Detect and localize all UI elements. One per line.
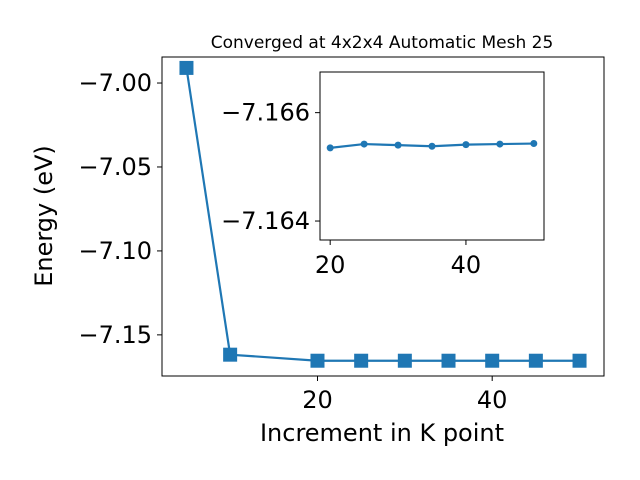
inset-background <box>320 72 544 240</box>
main-data-point <box>528 353 543 368</box>
main-plot-frame <box>161 56 605 377</box>
main-series <box>179 60 587 368</box>
x-axis-label: Increment in K point <box>260 419 504 447</box>
main-x-tick-label: 20 <box>302 386 333 414</box>
main-ticks: 20 40 −7.00 −7.05 −7.10 −7.15 <box>78 69 507 414</box>
main-y-tick-label: −7.10 <box>78 237 152 265</box>
main-data-point <box>179 60 194 75</box>
main-data-point <box>223 347 238 362</box>
main-data-point <box>441 353 456 368</box>
inset-data-point <box>428 142 436 150</box>
main-data-point <box>397 353 412 368</box>
main-data-point <box>572 353 587 368</box>
main-data-point <box>485 353 500 368</box>
inset-data-point <box>530 140 538 148</box>
inset-plot: 20 40 −7.166 −7.164 <box>221 71 545 279</box>
inset-ticks: 20 40 −7.166 −7.164 <box>221 99 481 279</box>
main-y-tick-label: −7.00 <box>78 69 152 97</box>
inset-data-point <box>394 141 402 149</box>
inset-series <box>326 140 538 152</box>
inset-x-tick-label: 40 <box>451 251 482 279</box>
main-plot: 20 40 −7.00 −7.05 −7.10 −7.15 <box>78 56 605 414</box>
main-data-point <box>310 353 325 368</box>
inset-data-point <box>326 144 334 152</box>
main-data-point <box>354 353 369 368</box>
inset-data-point <box>360 140 368 148</box>
main-y-tick-label: −7.15 <box>78 321 152 349</box>
inset-x-tick-label: 20 <box>315 251 346 279</box>
inset-data-point <box>462 141 470 149</box>
inset-plot-frame <box>319 71 545 241</box>
main-x-tick-label: 40 <box>477 386 508 414</box>
inset-data-point <box>496 140 504 148</box>
y-axis-label: Energy (eV) <box>30 145 58 287</box>
main-y-tick-label: −7.05 <box>78 153 152 181</box>
chart-title: Converged at 4x2x4 Automatic Mesh 25 <box>211 33 554 53</box>
inset-y-tick-label: −7.164 <box>221 207 310 235</box>
inset-y-tick-label: −7.166 <box>221 99 310 127</box>
